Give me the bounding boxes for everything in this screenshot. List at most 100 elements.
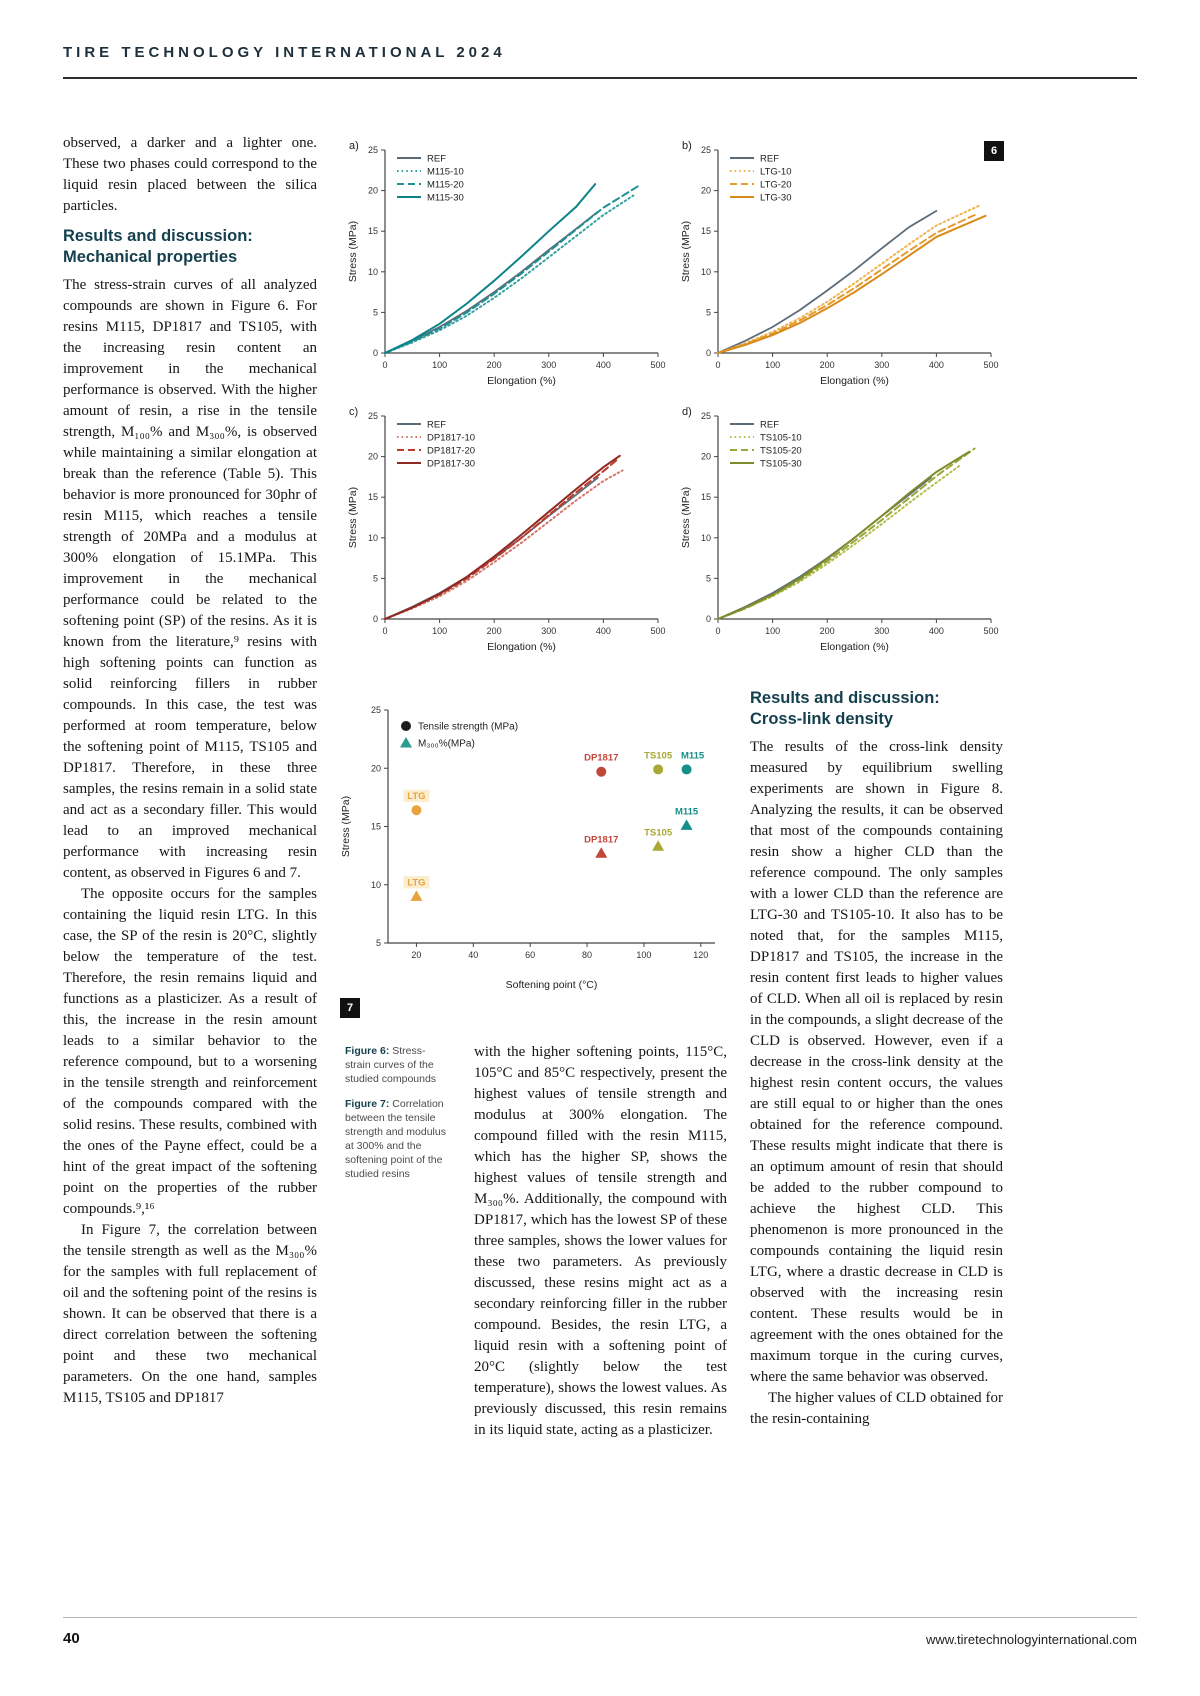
svg-text:400: 400	[929, 360, 944, 370]
svg-text:0: 0	[706, 348, 711, 358]
footer-url-link[interactable]: www.tiretechnologyinternational.com	[926, 1632, 1137, 1647]
svg-text:400: 400	[929, 626, 944, 636]
figure6-caption: Figure 6: Stress-strain curves of the st…	[345, 1044, 447, 1086]
svg-text:20: 20	[411, 950, 421, 960]
svg-text:300: 300	[874, 360, 889, 370]
svg-text:200: 200	[820, 360, 835, 370]
page-header-title: TIRE TECHNOLOGY INTERNATIONAL 2024	[63, 44, 506, 61]
svg-text:Elongation (%): Elongation (%)	[487, 641, 556, 653]
svg-text:15: 15	[701, 492, 711, 502]
svg-text:400: 400	[596, 360, 611, 370]
svg-text:200: 200	[820, 626, 835, 636]
svg-text:20: 20	[368, 452, 378, 462]
svg-text:500: 500	[650, 360, 665, 370]
svg-text:15: 15	[368, 226, 378, 236]
left-column: observed, a darker and a lighter one. Th…	[63, 133, 317, 1409]
header-rule	[63, 77, 1137, 79]
svg-text:300: 300	[541, 360, 556, 370]
svg-text:TS105-20: TS105-20	[760, 446, 802, 457]
figure7-caption-label: Figure 7:	[345, 1098, 390, 1110]
svg-text:100: 100	[432, 626, 447, 636]
svg-text:25: 25	[368, 411, 378, 421]
body-paragraph: The higher values of CLD obtained for th…	[750, 1390, 1003, 1427]
svg-text:5: 5	[376, 938, 381, 948]
body-paragraph: The stress-strain curves of all analyzed…	[63, 277, 317, 881]
svg-text:100: 100	[432, 360, 447, 370]
svg-text:M115-20: M115-20	[427, 180, 464, 191]
svg-text:300: 300	[541, 626, 556, 636]
svg-text:REF: REF	[760, 154, 779, 165]
svg-text:10: 10	[368, 533, 378, 543]
svg-text:Tensile strength (MPa): Tensile strength (MPa)	[418, 722, 518, 733]
figure7-caption-text: Correlation between the tensile strength…	[345, 1098, 446, 1180]
section-heading-crosslink: Results and discussion: Cross-link densi…	[750, 688, 1003, 730]
svg-text:REF: REF	[427, 154, 446, 165]
svg-text:DP1817: DP1817	[584, 834, 618, 845]
svg-text:DP1817-10: DP1817-10	[427, 433, 475, 444]
svg-text:40: 40	[468, 950, 478, 960]
svg-text:5: 5	[706, 573, 711, 583]
figure7-caption: Figure 7: Correlation between the tensil…	[345, 1097, 447, 1181]
heading-line1: Results and discussion:	[750, 689, 940, 707]
svg-text:Elongation (%): Elongation (%)	[487, 375, 556, 387]
svg-text:100: 100	[765, 626, 780, 636]
svg-text:10: 10	[701, 267, 711, 277]
svg-text:LTG-30: LTG-30	[760, 193, 792, 204]
svg-text:Stress (MPa): Stress (MPa)	[680, 487, 692, 548]
figure6-caption-label: Figure 6:	[345, 1045, 390, 1057]
svg-text:Elongation (%): Elongation (%)	[820, 375, 889, 387]
svg-text:M115-30: M115-30	[427, 193, 464, 204]
svg-text:M115: M115	[675, 806, 699, 817]
svg-text:REF: REF	[760, 420, 779, 431]
svg-text:M₃₀₀%(MPa): M₃₀₀%(MPa)	[418, 739, 475, 750]
svg-text:120: 120	[693, 950, 708, 960]
svg-text:DP1817-20: DP1817-20	[427, 446, 475, 457]
body-paragraph: In Figure 7, the correlation between the…	[63, 1222, 317, 1406]
svg-text:25: 25	[368, 145, 378, 155]
svg-text:DP1817: DP1817	[584, 753, 618, 764]
svg-text:10: 10	[368, 267, 378, 277]
svg-text:5: 5	[373, 307, 378, 317]
svg-text:0: 0	[373, 614, 378, 624]
page-number: 40	[63, 1630, 80, 1647]
figure-captions: Figure 6: Stress-strain curves of the st…	[345, 1044, 447, 1192]
figure6-subplot-d: 0 100 200 300 400 500 0 5 10 15 20 25 Elongation (%)…	[678, 402, 1003, 657]
svg-text:TS105: TS105	[644, 827, 673, 838]
svg-text:25: 25	[701, 145, 711, 155]
right-column: Results and discussion: Cross-link densi…	[750, 688, 1003, 1430]
svg-text:15: 15	[701, 226, 711, 236]
body-paragraph: The opposite occurs for the samples cont…	[63, 886, 317, 1217]
svg-text:0: 0	[715, 360, 720, 370]
svg-text:100: 100	[636, 950, 651, 960]
svg-text:0: 0	[715, 626, 720, 636]
svg-text:LTG-10: LTG-10	[760, 167, 792, 178]
svg-text:60: 60	[525, 950, 535, 960]
body-paragraph: with the higher softening points, 115°C,…	[474, 1044, 727, 1438]
svg-text:LTG: LTG	[407, 791, 425, 802]
heading-line1: Results and discussion:	[63, 227, 253, 245]
figure6-caption-text: Stress-strain curves of the studied comp…	[345, 1045, 437, 1085]
svg-text:80: 80	[582, 950, 592, 960]
svg-text:b): b)	[682, 140, 692, 152]
svg-text:5: 5	[706, 307, 711, 317]
body-paragraph: The results of the cross-link density me…	[750, 739, 1003, 1385]
svg-text:Stress (MPa): Stress (MPa)	[347, 221, 359, 282]
figure-7: 20 40 60 80 100 120 5 10 15 20 25 Softening point (…	[338, 690, 733, 995]
svg-text:0: 0	[706, 614, 711, 624]
svg-text:0: 0	[373, 348, 378, 358]
svg-text:Softening point (°C): Softening point (°C)	[506, 979, 598, 991]
svg-text:Elongation (%): Elongation (%)	[820, 641, 889, 653]
svg-text:10: 10	[371, 880, 381, 890]
figure7-number-badge: 7	[340, 998, 360, 1018]
svg-text:400: 400	[596, 626, 611, 636]
svg-text:LTG-20: LTG-20	[760, 180, 792, 191]
svg-text:M115-10: M115-10	[427, 167, 464, 178]
figure6-subplot-b: 0 100 200 300 400 500 0 5 10 15 20 25 Elongation (%)…	[678, 136, 1003, 391]
svg-text:20: 20	[371, 763, 381, 773]
svg-text:0: 0	[382, 626, 387, 636]
svg-text:10: 10	[701, 533, 711, 543]
figure6-number-badge: 6	[984, 141, 1004, 161]
svg-text:Stress (MPa): Stress (MPa)	[347, 487, 359, 548]
section-heading-mechanical: Results and discussion: Mechanical prope…	[63, 226, 317, 268]
